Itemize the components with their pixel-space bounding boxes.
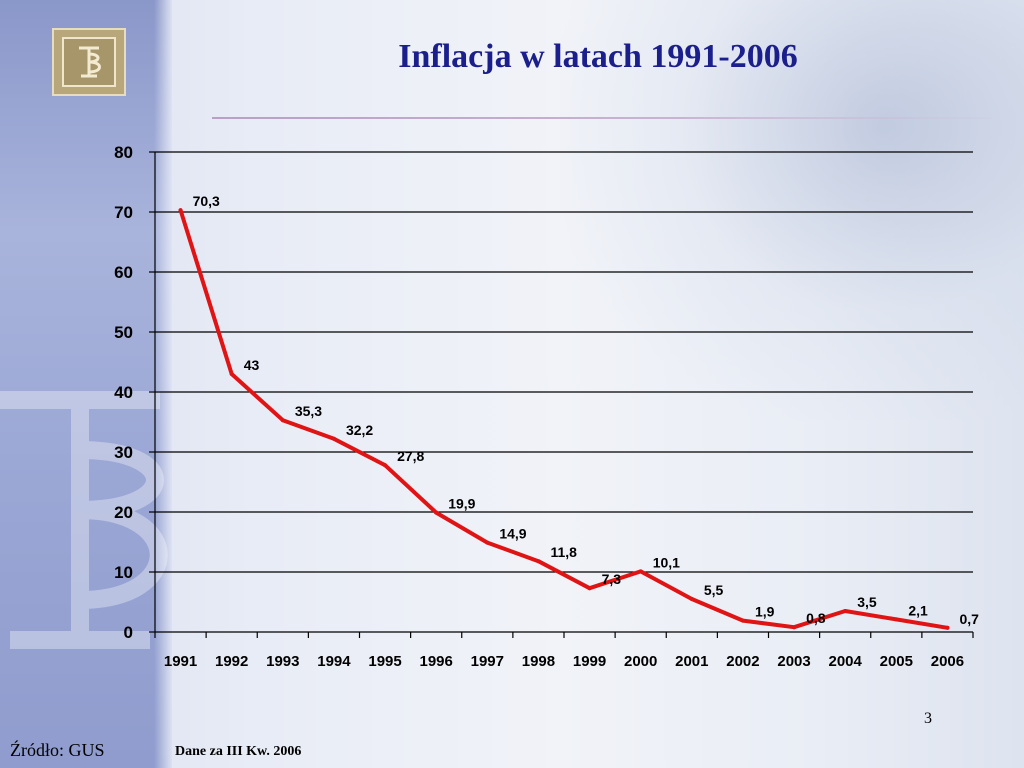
data-point [383,463,388,468]
bank-logo [52,28,126,96]
data-label: 1,9 [755,604,775,620]
data-point [485,540,490,545]
background-photo-shade [560,0,1024,420]
y-tick-label: 10 [114,563,133,582]
x-tick-label: 1991 [164,653,197,670]
y-tick-label: 80 [114,143,133,162]
x-tick-label: 1997 [471,653,504,670]
data-label: 2,1 [908,602,928,618]
data-point [331,436,336,441]
x-tick-label: 2006 [931,653,964,670]
data-point [280,418,285,423]
data-point [178,208,183,213]
left-decorative-band [0,0,172,768]
data-label: 35,3 [295,403,322,419]
source-note: Źródło: GUS [10,740,105,760]
x-tick-label: 1996 [420,653,453,670]
data-label: 27,8 [397,448,424,464]
data-label: 5,5 [704,582,724,598]
data-point [638,569,643,574]
data-point [843,609,848,613]
data-point [792,625,797,630]
y-tick-label: 60 [114,263,133,282]
data-label: 0,7 [959,611,979,627]
data-note: Dane za III Kw. 2006 [175,744,302,759]
data-point [689,597,694,601]
watermark-logo [0,391,168,649]
y-tick-label: 40 [114,383,133,402]
data-label: 11,8 [550,544,577,560]
data-label: 14,9 [499,526,526,542]
data-point [587,586,592,591]
data-label: 70,3 [193,193,220,209]
y-tick-label: 70 [114,203,133,222]
x-tick-label: 1995 [368,653,401,670]
data-point [894,617,899,622]
x-tick-label: 2004 [829,653,863,670]
x-tick-label: 2003 [777,653,810,670]
logo-emblem [62,37,116,87]
data-label: 3,5 [857,594,877,610]
data-point [945,625,950,630]
slide-title: Inflacja w latach 1991-2006 [398,38,798,75]
x-tick-label: 1993 [266,653,299,670]
x-tick-label: 1998 [522,653,555,670]
data-point [229,372,234,376]
logo-beta-icon [79,46,101,78]
data-label: 7,3 [602,571,622,587]
y-tick-label: 20 [114,503,133,522]
y-tick-label: 0 [124,623,133,642]
data-point [740,618,745,623]
page-number: 3 [924,710,932,727]
data-label: 43 [244,357,260,373]
title-divider [212,117,992,119]
data-label: 32,2 [346,422,373,438]
x-tick-label: 1994 [317,653,351,670]
data-point [536,559,541,564]
inflation-series-line [178,208,950,630]
x-tick-label: 1999 [573,653,606,670]
x-tick-label: 2001 [675,653,708,670]
data-label: 19,9 [448,496,475,512]
x-tick-label: 2002 [726,653,759,670]
y-tick-label: 30 [114,443,133,462]
data-point [434,510,439,515]
data-label: 10,1 [653,554,680,570]
x-tick-label: 2005 [880,653,913,670]
x-tick-label: 2000 [624,653,657,670]
y-tick-label: 50 [114,323,133,342]
x-tick-label: 1992 [215,653,248,670]
data-label: 0,8 [806,610,826,626]
